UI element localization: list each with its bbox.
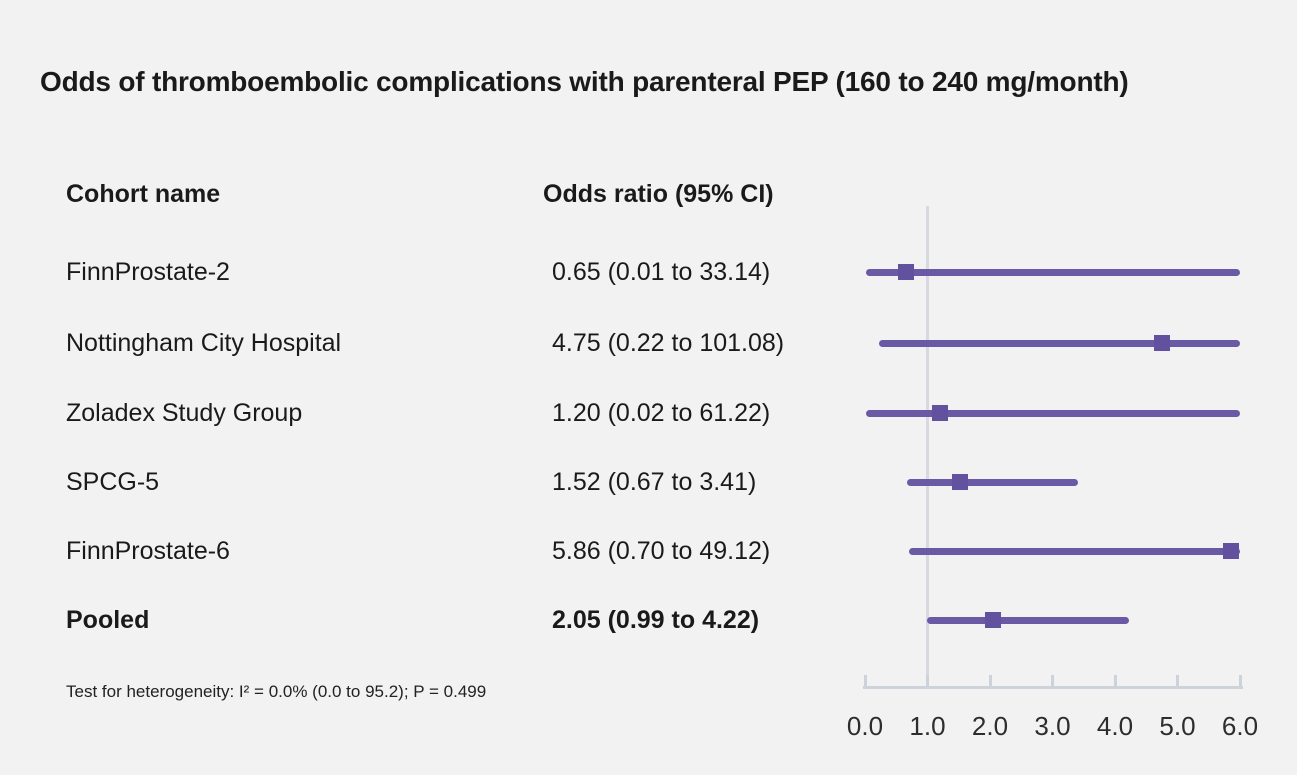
- x-axis-tick: [863, 675, 867, 686]
- odds-ratio-marker: [985, 612, 1002, 628]
- x-axis-tick: [1238, 675, 1242, 686]
- confidence-interval-line: [865, 268, 1240, 276]
- odds-ratio-marker: [932, 405, 948, 421]
- x-axis-tick-label: 3.0: [1034, 711, 1071, 741]
- cohort-label: FinnProstate-6: [66, 537, 230, 565]
- x-axis-tick-label: 1.0: [909, 711, 946, 741]
- confidence-interval-line: [878, 339, 1240, 347]
- odds-ratio-value: 5.86 (0.70 to 49.12): [552, 537, 771, 565]
- confidence-interval-line: [866, 409, 1240, 417]
- confidence-interval-line: [926, 616, 1129, 624]
- x-axis-tick-label: 4.0: [1096, 711, 1134, 741]
- confidence-interval-line: [906, 478, 1079, 486]
- chart-title: Odds of thromboembolic complications wit…: [40, 66, 1129, 97]
- x-axis-tick: [1051, 675, 1054, 686]
- odds-ratio-marker: [1223, 543, 1240, 559]
- confidence-interval-line: [908, 547, 1240, 555]
- cohort-label: Zoladex Study Group: [66, 399, 303, 427]
- odds-ratio-marker: [952, 474, 968, 490]
- x-axis-tick: [1113, 675, 1117, 686]
- odds-ratio-value: 4.75 (0.22 to 101.08): [552, 329, 785, 357]
- odds-ratio-value: 0.65 (0.01 to 33.14): [552, 258, 771, 286]
- odds-ratio-value: 1.20 (0.02 to 61.22): [552, 399, 771, 427]
- x-axis-tick: [926, 675, 929, 686]
- cohort-label: Nottingham City Hospital: [66, 329, 342, 357]
- x-axis-tick-label: 5.0: [1159, 711, 1196, 741]
- odds-ratio-marker: [1153, 335, 1170, 351]
- heterogeneity-footnote: Test for heterogeneity: I² = 0.0% (0.0 t…: [66, 682, 487, 701]
- reference-line: [926, 206, 929, 688]
- x-axis-tick-label: 2.0: [971, 711, 1009, 741]
- column-header-odds-ratio: Odds ratio (95% CI): [543, 180, 774, 208]
- odds-ratio-value: 1.52 (0.67 to 3.41): [552, 468, 757, 496]
- x-axis-tick: [1176, 675, 1179, 686]
- x-axis-tick-label: 6.0: [1221, 711, 1259, 741]
- x-axis-line: [863, 686, 1243, 689]
- odds-ratio-marker: [897, 264, 914, 280]
- x-axis-tick-label: 0.0: [846, 711, 884, 741]
- x-axis-tick: [988, 675, 992, 686]
- column-header-cohort-name: Cohort name: [66, 180, 221, 208]
- odds-ratio-value: 2.05 (0.99 to 4.22): [552, 606, 760, 634]
- cohort-label: Pooled: [66, 606, 150, 634]
- cohort-label: SPCG-5: [66, 468, 160, 496]
- cohort-label: FinnProstate-2: [66, 258, 230, 286]
